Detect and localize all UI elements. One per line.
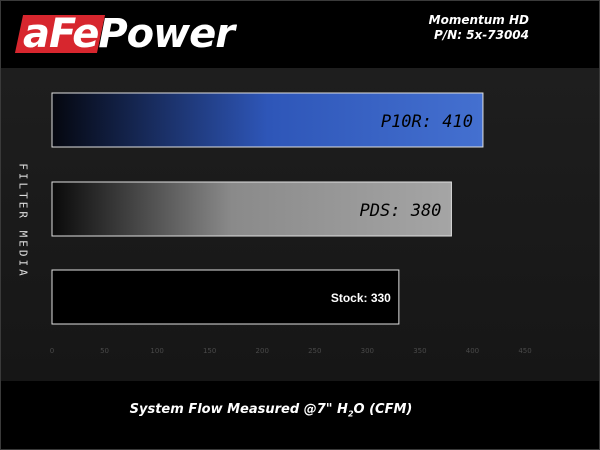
product-info: Momentum HD P/N: 5x-73004 — [429, 13, 529, 43]
data-label-p10r: P10R: 410 — [381, 112, 473, 132]
product-name: Momentum HD — [428, 13, 529, 27]
x-tick-label: 250 — [308, 347, 321, 355]
x-axis-label: System Flow Measured @7" H2O (CFM) — [129, 402, 413, 419]
x-tick-label: 400 — [466, 347, 479, 355]
x-tick-label: 450 — [518, 347, 531, 355]
x-tick-label: 100 — [150, 347, 163, 355]
x-tick-label: 0 — [50, 347, 54, 355]
x-tick-label: 300 — [361, 347, 374, 355]
data-label-stock: Stock: 330 — [331, 291, 391, 305]
x-tick-label: 200 — [256, 347, 269, 355]
bar-pds — [51, 181, 452, 237]
bar-stock — [51, 269, 400, 325]
logo-text: aFePower — [23, 11, 235, 57]
data-label-pds: PDS: 380 — [360, 201, 442, 221]
bar-p10r — [51, 92, 484, 148]
part-number: P/N: 5x-73004 — [433, 28, 529, 42]
x-tick-label: 150 — [203, 347, 216, 355]
x-tick-label: 50 — [100, 347, 109, 355]
x-tick-label: 350 — [413, 347, 426, 355]
